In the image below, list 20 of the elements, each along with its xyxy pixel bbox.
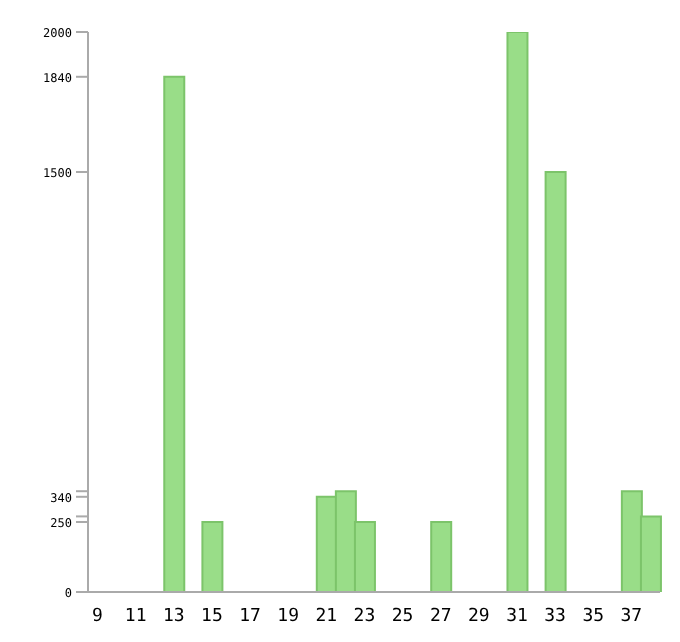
x-tick-label: 33 bbox=[544, 606, 566, 627]
x-tick-label: 9 bbox=[92, 606, 103, 627]
bar bbox=[163, 75, 186, 592]
x-tick-label: 13 bbox=[162, 606, 185, 627]
x-tick-label: 21 bbox=[315, 606, 338, 627]
bar bbox=[201, 521, 224, 592]
x-tick-label: 27 bbox=[429, 606, 452, 627]
bar bbox=[506, 32, 529, 592]
x-tick-label: 31 bbox=[506, 606, 528, 627]
x-tick-label: 29 bbox=[468, 606, 490, 627]
x-tick-label: 25 bbox=[391, 606, 414, 627]
x-tick-label: 23 bbox=[353, 606, 376, 627]
bar bbox=[544, 171, 567, 592]
x-tick-label: 11 bbox=[124, 606, 147, 627]
x-tick-label: 35 bbox=[582, 606, 605, 627]
bar bbox=[430, 521, 453, 592]
x-tick-label: 19 bbox=[277, 606, 300, 627]
x-tick-label: 15 bbox=[201, 606, 223, 627]
x-tick-label: 17 bbox=[239, 606, 261, 627]
x-tick-label: 37 bbox=[620, 606, 643, 627]
